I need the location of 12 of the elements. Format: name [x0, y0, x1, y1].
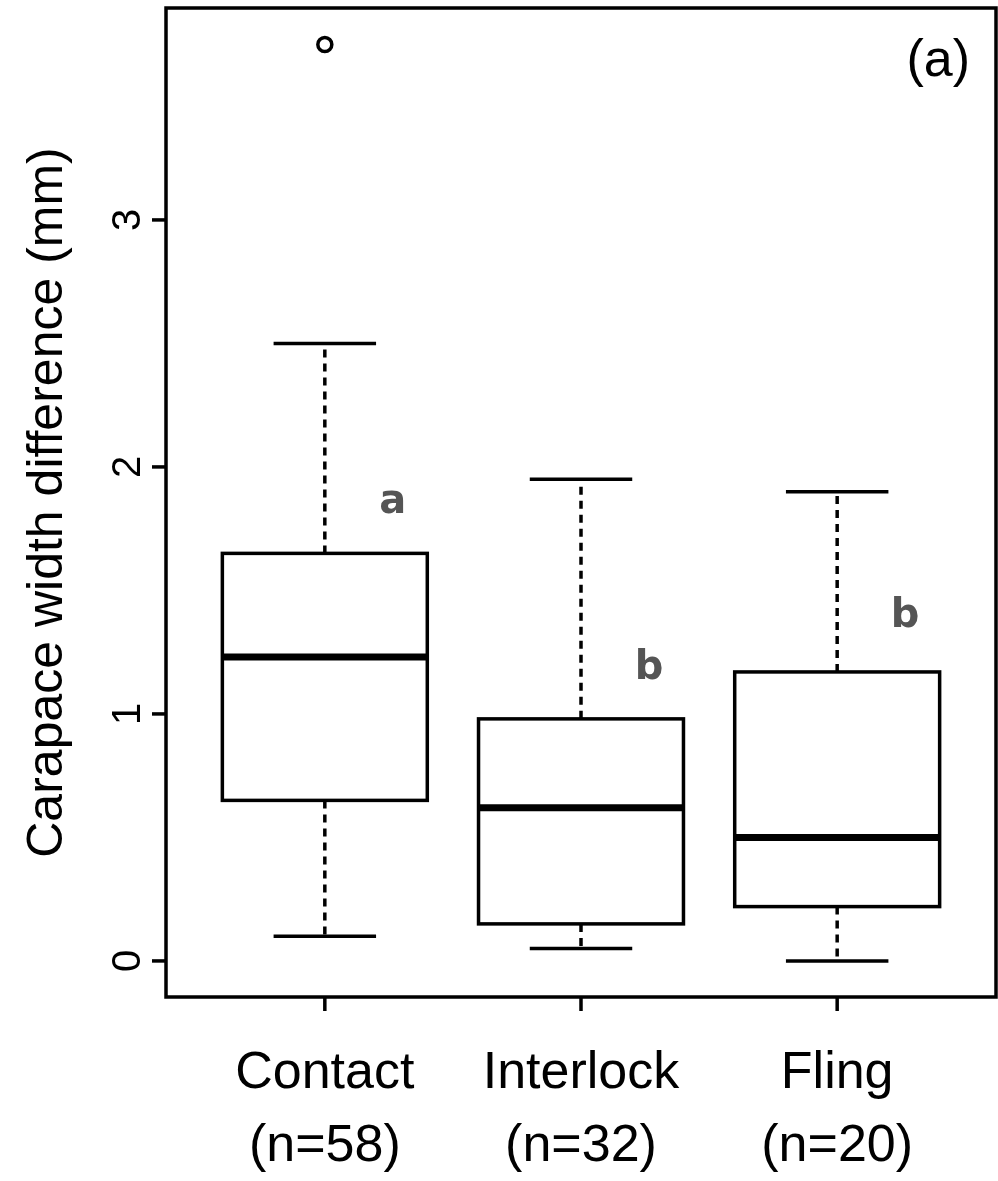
- x-tick-label: Fling (n=20): [761, 1041, 914, 1172]
- x-tick-label: Interlock (n=32): [482, 1041, 681, 1172]
- annotation: b: [634, 641, 664, 688]
- y-tick-label: 0: [104, 949, 148, 973]
- y-tick-label: 1: [104, 702, 148, 726]
- x-tick-label: Contact (n=58): [235, 1041, 415, 1172]
- annotation: (a): [906, 29, 970, 87]
- y-tick-label: 2: [104, 455, 148, 479]
- y-axis-title: Carapace width difference (mm): [17, 147, 73, 858]
- annotation: b: [890, 589, 920, 636]
- y-tick-label: 3: [104, 208, 148, 232]
- annotation: a: [379, 476, 407, 523]
